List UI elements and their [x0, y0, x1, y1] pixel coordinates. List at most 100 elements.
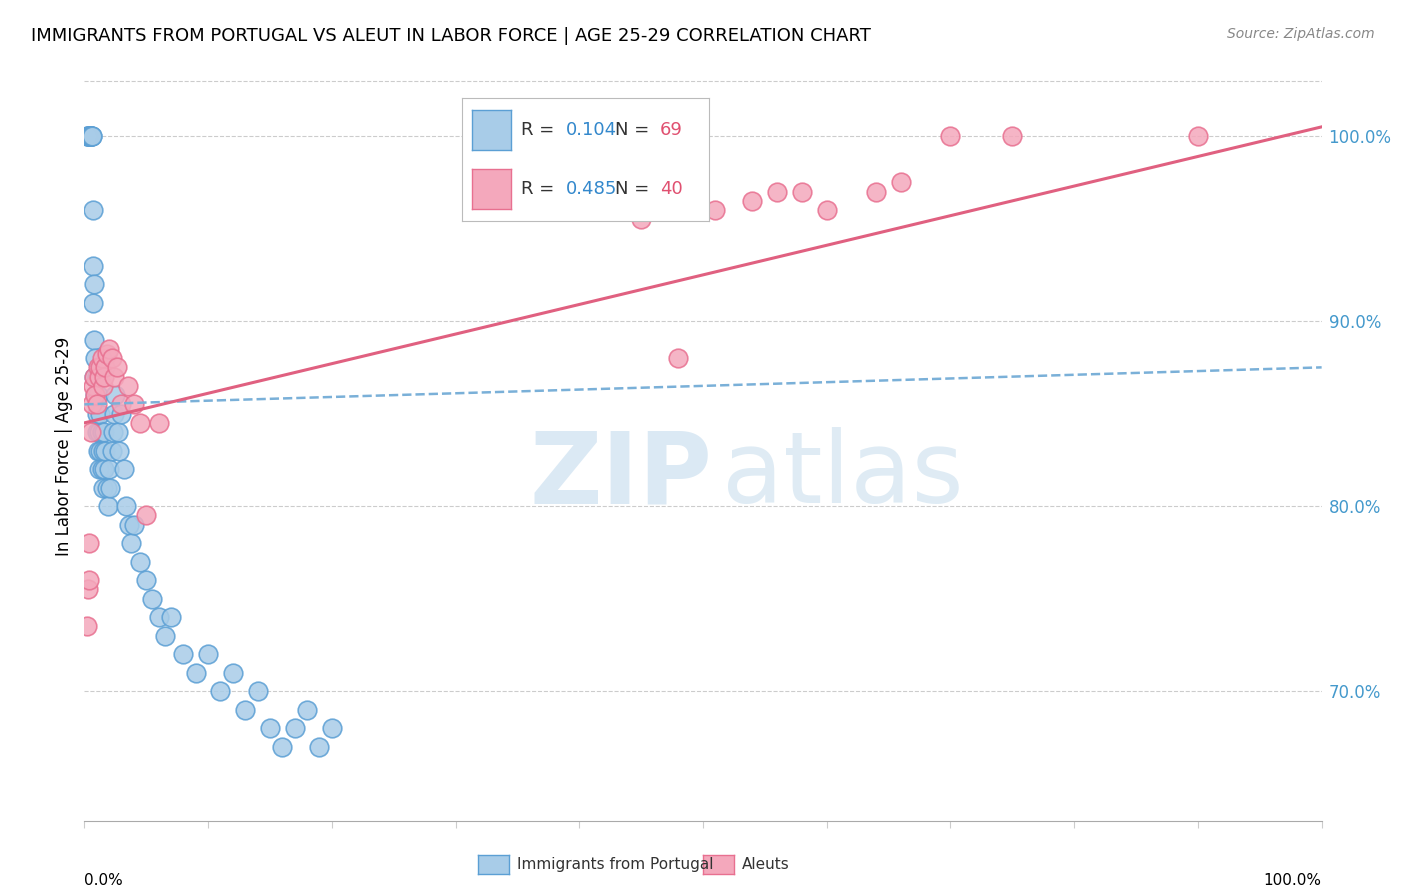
Text: Aleuts: Aleuts: [742, 857, 790, 871]
Point: [790, 185, 813, 199]
Point: [93, 462, 115, 476]
Point: [82, 203, 104, 218]
Point: [122, 397, 145, 411]
Point: [89, 369, 111, 384]
Point: [110, 397, 132, 411]
Point: [100, 351, 122, 365]
Text: atlas: atlas: [721, 427, 963, 524]
Point: [103, 407, 125, 421]
Point: [79, 129, 101, 144]
Point: [84, 351, 107, 365]
Point: [1001, 129, 1024, 144]
Y-axis label: In Labor Force | Age 25-29: In Labor Force | Age 25-29: [55, 336, 73, 556]
Point: [222, 665, 245, 680]
Point: [105, 360, 128, 375]
Point: [77, 129, 100, 144]
Point: [1187, 129, 1209, 144]
Point: [89, 360, 111, 375]
Point: [108, 443, 131, 458]
Point: [87, 360, 110, 375]
Point: [666, 351, 689, 365]
Point: [284, 721, 307, 735]
Point: [93, 425, 115, 439]
Point: [79, 573, 101, 587]
Point: [890, 175, 912, 189]
Point: [112, 462, 135, 476]
Point: [79, 129, 101, 144]
Point: [115, 499, 138, 513]
Point: [89, 407, 111, 421]
Point: [865, 185, 887, 199]
Point: [101, 425, 124, 439]
Point: [271, 739, 294, 754]
Point: [98, 462, 121, 476]
Point: [308, 739, 330, 754]
Point: [91, 481, 114, 495]
Point: [76, 619, 98, 633]
Point: [321, 721, 343, 735]
Text: Source: ZipAtlas.com: Source: ZipAtlas.com: [1227, 27, 1375, 41]
Point: [815, 203, 838, 218]
Point: [82, 259, 104, 273]
Point: [100, 443, 122, 458]
Point: [148, 416, 170, 430]
Point: [80, 397, 103, 411]
Point: [120, 536, 142, 550]
Point: [129, 416, 152, 430]
Point: [98, 342, 121, 356]
Point: [96, 347, 118, 361]
Point: [79, 536, 101, 550]
Text: Immigrants from Portugal: Immigrants from Portugal: [517, 857, 714, 871]
Point: [79, 129, 101, 144]
Point: [83, 369, 105, 384]
Text: IMMIGRANTS FROM PORTUGAL VS ALEUT IN LABOR FORCE | AGE 25-29 CORRELATION CHART: IMMIGRANTS FROM PORTUGAL VS ALEUT IN LAB…: [31, 27, 870, 45]
Point: [122, 517, 145, 532]
Point: [84, 388, 107, 402]
Point: [90, 351, 112, 365]
Point: [80, 129, 103, 144]
Text: ZIP: ZIP: [530, 427, 713, 524]
Point: [93, 369, 115, 384]
Point: [90, 425, 112, 439]
Point: [86, 407, 108, 421]
Point: [87, 388, 110, 402]
Point: [148, 610, 170, 624]
Point: [83, 333, 105, 347]
Point: [135, 508, 157, 523]
Point: [246, 684, 269, 698]
Point: [107, 425, 129, 439]
Point: [87, 443, 110, 458]
Point: [79, 129, 101, 144]
Point: [89, 462, 111, 476]
Point: [80, 129, 103, 144]
Point: [741, 194, 763, 208]
Point: [76, 129, 98, 144]
Point: [630, 212, 652, 227]
Point: [129, 555, 152, 569]
Point: [704, 203, 727, 218]
Point: [118, 517, 141, 532]
Point: [89, 425, 111, 439]
Point: [86, 397, 108, 411]
Point: [197, 647, 219, 661]
Point: [295, 703, 318, 717]
Point: [160, 610, 183, 624]
Point: [172, 647, 194, 661]
Point: [104, 388, 127, 402]
Point: [939, 129, 962, 144]
Text: 0.0%: 0.0%: [84, 873, 124, 888]
Point: [153, 629, 176, 643]
Point: [91, 379, 114, 393]
Point: [98, 481, 121, 495]
Point: [83, 277, 105, 292]
Point: [97, 499, 120, 513]
Point: [94, 360, 117, 375]
Point: [77, 582, 100, 597]
Point: [90, 462, 112, 476]
Point: [89, 443, 111, 458]
Point: [79, 129, 101, 144]
Point: [209, 684, 232, 698]
Point: [141, 591, 163, 606]
Point: [86, 369, 108, 384]
Point: [259, 721, 281, 735]
